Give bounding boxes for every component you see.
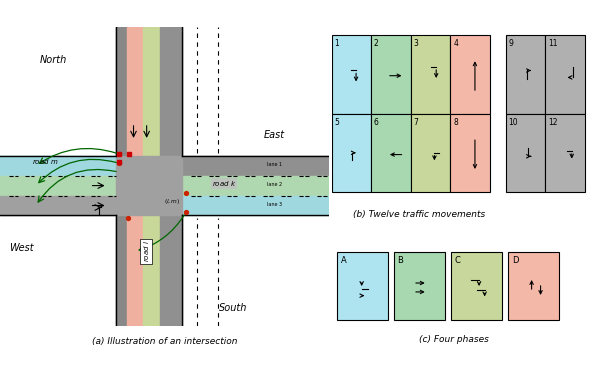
Text: 5: 5 [334, 118, 339, 127]
Text: $(l,m)$: $(l,m)$ [165, 197, 181, 205]
Bar [117, 156, 182, 216]
Bar [371, 114, 411, 192]
Text: (c) Four phases: (c) Four phases [419, 335, 489, 344]
Bar [411, 35, 451, 114]
Text: lane 1: lane 1 [267, 162, 282, 167]
Text: road $k$: road $k$ [212, 178, 236, 188]
Bar [143, 27, 160, 156]
Bar [0, 176, 117, 195]
Bar [545, 114, 585, 192]
Bar [117, 27, 127, 156]
Text: 3: 3 [414, 39, 419, 49]
Text: (a) Illustration of an intersection: (a) Illustration of an intersection [92, 337, 237, 346]
Bar [411, 114, 451, 192]
Text: South: South [219, 303, 247, 313]
Text: D: D [511, 256, 518, 265]
Text: B: B [398, 256, 404, 265]
Text: East: East [264, 130, 285, 140]
Bar [117, 27, 182, 326]
Text: 12: 12 [548, 118, 558, 127]
Text: C: C [455, 256, 461, 265]
Bar [182, 195, 329, 216]
Text: 11: 11 [548, 39, 558, 49]
Text: 9: 9 [509, 39, 513, 49]
Bar [506, 35, 545, 114]
Text: road $m$: road $m$ [31, 157, 58, 166]
Bar [508, 252, 559, 320]
Bar [394, 252, 445, 320]
Bar [127, 27, 143, 156]
Bar [127, 216, 143, 326]
Bar [545, 35, 585, 114]
Bar [332, 114, 371, 192]
Text: 8: 8 [453, 118, 458, 127]
Text: (b) Twelve traffic movements: (b) Twelve traffic movements [353, 210, 485, 219]
Text: 1: 1 [334, 39, 339, 49]
Text: 7: 7 [414, 118, 419, 127]
Bar [371, 35, 411, 114]
Bar [0, 156, 117, 176]
Bar [182, 156, 329, 176]
Bar [451, 35, 490, 114]
Text: lane 2: lane 2 [267, 181, 282, 187]
Bar [0, 195, 117, 216]
Text: 2: 2 [374, 39, 379, 49]
Bar [506, 114, 545, 192]
Text: 10: 10 [509, 118, 518, 127]
Text: road $l$: road $l$ [142, 240, 151, 262]
Bar [117, 216, 127, 326]
Text: 6: 6 [374, 118, 379, 127]
Bar [143, 216, 160, 326]
Text: lane 3: lane 3 [267, 202, 282, 206]
Bar [337, 252, 388, 320]
Bar [332, 35, 371, 114]
Bar [451, 252, 502, 320]
Bar [451, 114, 490, 192]
Bar [160, 216, 182, 326]
Text: A: A [340, 256, 346, 265]
Text: West: West [9, 243, 33, 253]
Text: North: North [40, 55, 67, 65]
Bar [182, 176, 329, 195]
Text: 4: 4 [453, 39, 458, 49]
Bar [160, 27, 182, 156]
Bar [0, 156, 329, 216]
